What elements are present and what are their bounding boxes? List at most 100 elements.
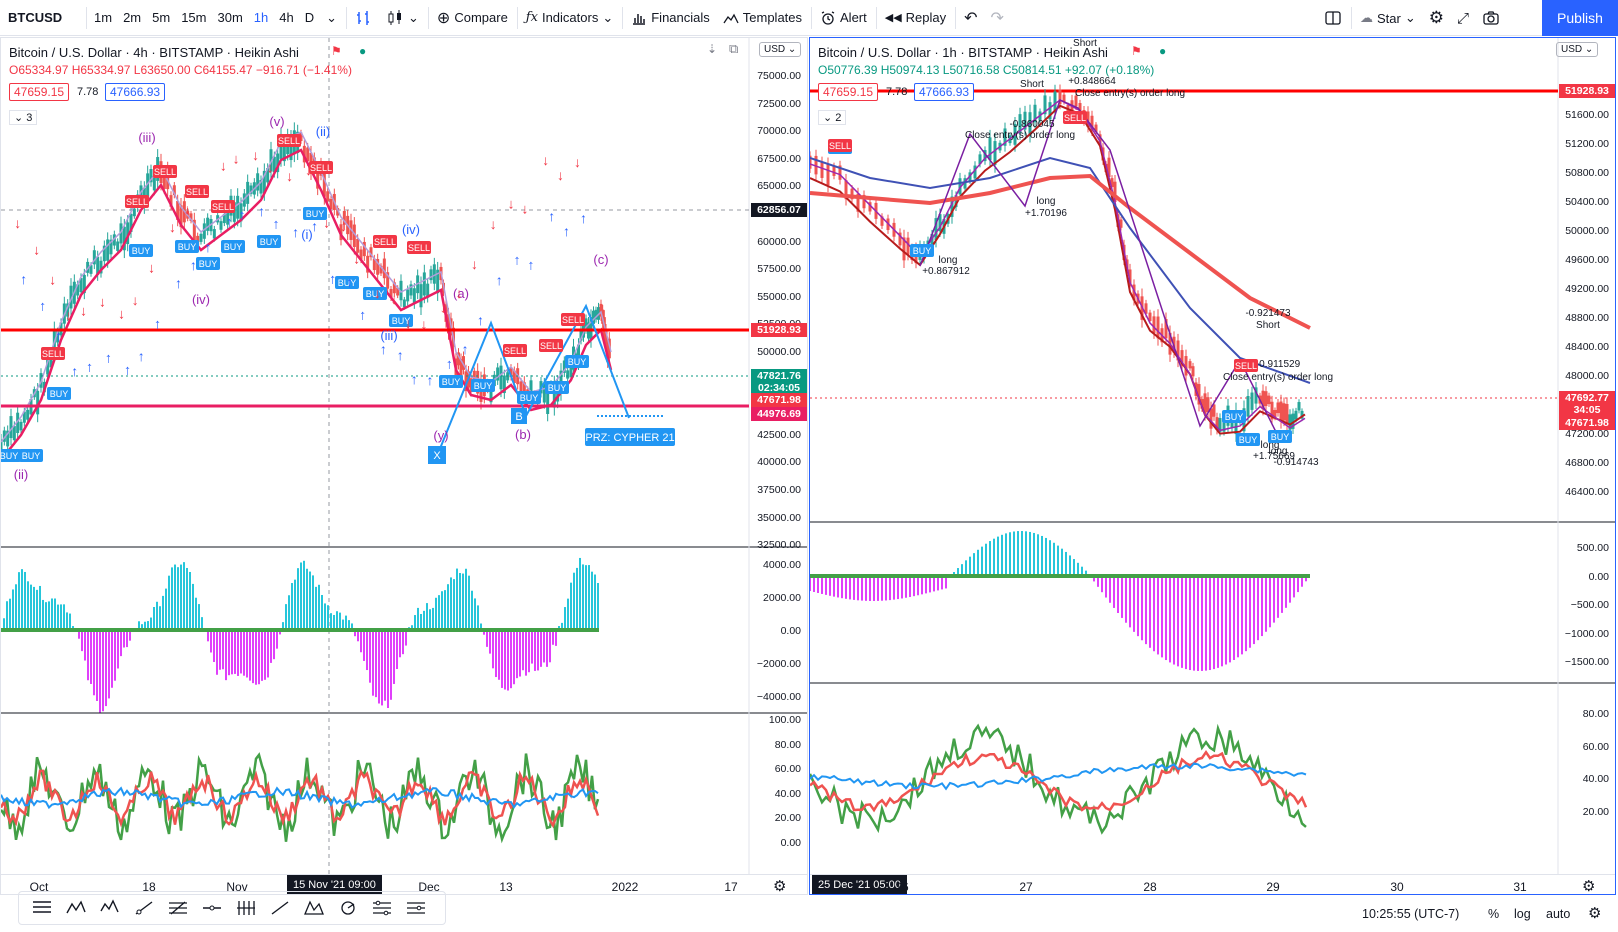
left-time-axis[interactable] <box>1 874 807 894</box>
right-price-axis[interactable]: 51600.00 51200.00 50800.00 50400.00 50000.00… <box>1557 38 1615 894</box>
price-tick: 40.00 <box>1582 773 1609 785</box>
right-chart-title[interactable]: Bitcoin / U.S. Dollar · 1h · BITSTAMP · … <box>818 45 1108 60</box>
position-tool[interactable] <box>367 895 397 921</box>
xabcd-tool[interactable] <box>299 895 329 921</box>
templates-button[interactable]: Templates <box>717 0 809 36</box>
buy-signal-marker <box>257 235 281 248</box>
redo-button[interactable]: ↷ <box>985 0 1011 36</box>
ray-tool[interactable] <box>129 895 159 921</box>
left-bid-box[interactable]: 47659.15 <box>9 83 70 101</box>
elliott-wave-tool[interactable] <box>95 895 125 921</box>
pattern-icon <box>66 900 86 914</box>
price-tick: 0.00 <box>1588 570 1609 583</box>
right-chart-pane[interactable]: Short +0.848664 Close entry(s) order long S… <box>809 37 1616 895</box>
right-bid-box[interactable]: 47659.15 <box>818 83 879 101</box>
candle-body <box>1180 350 1184 367</box>
log-toggle[interactable]: log <box>1514 907 1531 921</box>
chart-type-candles-button[interactable]: ⌄ <box>380 0 426 36</box>
buy-arrow-icon: ↑ <box>124 361 131 377</box>
sell-signal-marker <box>153 165 177 178</box>
vertical-lines-tool[interactable] <box>231 895 261 921</box>
interval-2m[interactable]: 2m <box>123 10 142 25</box>
fib-tool[interactable] <box>163 895 193 921</box>
price-tick: 37500.00 <box>757 484 801 496</box>
interval-30m[interactable]: 30m <box>217 10 243 25</box>
interval-d[interactable]: D <box>304 10 315 25</box>
buy-signal-label: BUY <box>392 316 411 326</box>
interval-15m[interactable]: 15m <box>181 10 207 25</box>
interval-1h[interactable]: 1h <box>253 10 269 25</box>
arrow-down-icon[interactable]: ⇣ <box>707 42 718 56</box>
left-ask-box[interactable]: 47666.93 <box>105 83 166 101</box>
sell-arrow-icon: ↓ <box>353 250 360 266</box>
chart-type-bars-button[interactable] <box>349 0 380 36</box>
snapshot-button[interactable] <box>1476 0 1507 36</box>
publish-button[interactable]: Publish <box>1542 0 1618 36</box>
candle-body <box>56 331 60 343</box>
sell-signal-label: SELL <box>504 346 526 356</box>
divider <box>1351 7 1352 29</box>
candle-body <box>249 185 253 194</box>
candle-body <box>978 154 982 165</box>
trend-lines-tool[interactable] <box>27 895 57 921</box>
candle-body <box>259 180 263 194</box>
left-price-axis[interactable]: 75000.00 72500.00 70000.00 67500.00 65000.00… <box>749 38 807 894</box>
buy-signal-marker <box>439 375 463 388</box>
gear-icon[interactable]: ⚙ <box>1582 878 1596 895</box>
left-indicator-toggle[interactable]: ⌄ 3 <box>9 110 38 125</box>
candle-body <box>1110 178 1114 187</box>
wave-label: (i) <box>301 227 313 242</box>
percent-toggle[interactable]: % <box>1488 907 1500 921</box>
cycle-tool[interactable] <box>333 895 363 921</box>
gear-icon[interactable]: ⚙ <box>1588 905 1602 922</box>
interval-dropdown[interactable]: ⌄ <box>320 0 344 36</box>
settings-button[interactable]: ⚙ <box>1423 0 1451 36</box>
candle-body <box>1282 403 1286 421</box>
time-tick: 13 <box>499 880 513 894</box>
left-chart-pane[interactable]: PRZ: CYPHER 21 X B (iii) (v) (ii) (i) (iv) (iii)… <box>0 37 808 895</box>
buy-arrow-icon: ↑ <box>239 207 246 223</box>
maximize-icon[interactable]: ⧉ <box>729 41 739 56</box>
left-chart-canvas[interactable]: PRZ: CYPHER 21 X B (iii) (v) (ii) (i) (iv) (iii)… <box>1 38 808 895</box>
xabcd-pattern-tool[interactable] <box>61 895 91 921</box>
price-tick: −1000.00 <box>1564 627 1609 640</box>
wave-label: (iii) <box>380 328 397 343</box>
gear-icon[interactable]: ⚙ <box>773 878 787 895</box>
rsi-green-line <box>1 752 600 844</box>
left-currency-select[interactable]: USD ⌄ <box>759 42 802 57</box>
buy-signal-marker <box>221 240 245 253</box>
trend-line-tool[interactable] <box>265 895 295 921</box>
candle-body <box>336 208 340 216</box>
channel-tool[interactable] <box>401 895 431 921</box>
time-tick: 28 <box>1143 880 1157 894</box>
star-button[interactable]: ☁ Star ⌄ <box>1354 0 1423 36</box>
alert-button[interactable]: Alert <box>814 0 874 36</box>
interval-1m[interactable]: 1m <box>94 10 113 25</box>
horizontal-line-tool[interactable] <box>197 895 227 921</box>
candle-body <box>352 224 356 247</box>
undo-button[interactable]: ↶ <box>958 0 984 36</box>
indicators-button[interactable]: ƒx Indicators ⌄ <box>520 0 620 36</box>
right-time-axis[interactable] <box>810 874 1615 894</box>
candle-body <box>898 232 902 246</box>
flag-icon[interactable]: ⚑ <box>331 44 342 58</box>
flag-icon[interactable]: ⚑ <box>1131 44 1142 58</box>
right-currency-select[interactable]: USD ⌄ <box>1556 42 1599 57</box>
interval-4h[interactable]: 4h <box>279 10 294 25</box>
auto-toggle[interactable]: auto <box>1546 907 1571 921</box>
candle-body <box>1176 340 1180 361</box>
symbol-search[interactable]: BTCUSD <box>8 10 63 25</box>
buy-arrow-icon: ↑ <box>55 328 62 344</box>
right-ask-box[interactable]: 47666.93 <box>914 83 975 101</box>
replay-button[interactable]: ◀◀ Replay <box>879 0 953 36</box>
layout-button[interactable] <box>1318 0 1349 36</box>
rsi-red-line <box>1 768 600 829</box>
right-indicator-toggle[interactable]: ⌄ 2 <box>818 110 847 125</box>
financials-button[interactable]: Financials <box>625 0 717 36</box>
left-chart-title[interactable]: Bitcoin / U.S. Dollar · 4h · BITSTAMP · … <box>9 45 299 60</box>
clock-timezone[interactable]: 10:25:55 (UTC-7) <box>1362 907 1460 921</box>
interval-5m[interactable]: 5m <box>152 10 171 25</box>
fullscreen-button[interactable]: ⤢ <box>1451 0 1476 36</box>
compare-button[interactable]: ⊕ Compare <box>431 0 515 36</box>
